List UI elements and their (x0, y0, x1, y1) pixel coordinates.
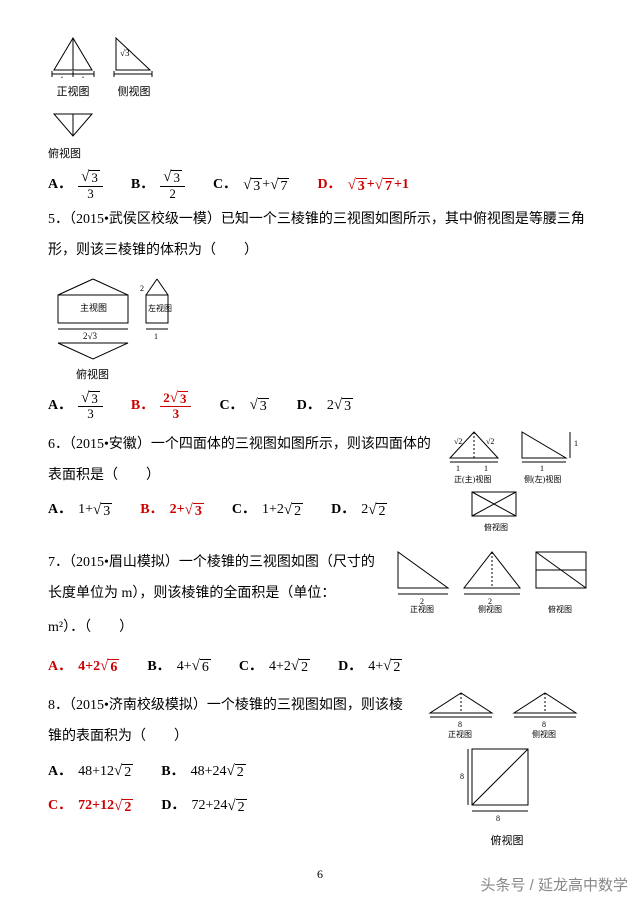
svg-text:8: 8 (496, 814, 500, 823)
q6-answer: B．2+√3 (140, 495, 204, 526)
q4-figure: 11 正视图 √3 侧视图 (48, 34, 592, 104)
q7-figure: 2 正视图 2 侧视图 俯视图 (392, 544, 592, 614)
svg-text:2: 2 (140, 284, 144, 293)
svg-text:正视图: 正视图 (410, 604, 434, 614)
svg-text:8: 8 (542, 720, 546, 729)
q7-stem1: 7．（2015•眉山模拟）一个棱锥的三视图如图（尺寸的长度单位为 m），则该棱锥… (48, 548, 382, 610)
q5-figure: 主视图 2√3 左视图 2 1 俯视图 (48, 271, 592, 387)
svg-text:侧视图: 侧视图 (478, 604, 502, 614)
q7-stem2: m²）．（ ） (48, 613, 382, 644)
svg-text:8: 8 (460, 772, 464, 781)
svg-text:2√3: 2√3 (83, 331, 97, 341)
q8-stem: 8．（2015•济南校级模拟）一个棱锥的三视图如图，则该棱锥的表面积为（ ） (48, 691, 412, 753)
svg-text:俯视图: 俯视图 (484, 522, 508, 532)
svg-text:√3: √3 (120, 48, 130, 58)
q4-options: A． √33 B． √32 C． √3+√7 D． √3+√7+1 (48, 170, 592, 201)
q5-answer: B． 2√33 (131, 391, 192, 422)
front-view-svg: 11 (48, 34, 98, 78)
q8-options-2: C．72+12√2 D．72+24√2 (48, 791, 412, 822)
q6-figure: √2 √2 1 1 正(主)视图 1 1 侧(左)视图 俯视图 (442, 426, 592, 536)
svg-text:8: 8 (458, 720, 462, 729)
svg-text:√2: √2 (486, 437, 494, 446)
q6-options: A．1+√3 B．2+√3 C．1+2√2 D．2√2 (48, 495, 432, 526)
q8-figure: 8 正视图 8 侧视图 8 8 俯视图 (422, 687, 592, 853)
side-label: 侧视图 (118, 80, 151, 104)
svg-text:俯视图: 俯视图 (548, 604, 572, 614)
q8-answer: C．72+12√2 (48, 791, 133, 822)
q7-options: A．4+2√6 B．4+√6 C．4+2√2 D．4+√2 (48, 652, 592, 683)
q4-answer: D． √3+√7+1 (317, 170, 409, 201)
top-label: 俯视图 (48, 142, 81, 166)
q5-stem: 5．（2015•武侯区校级一模）已知一个三棱锥的三视图如图所示，其中俯视图是等腰… (48, 205, 592, 267)
svg-text:1: 1 (456, 464, 460, 473)
q7-answer: A．4+2√6 (48, 652, 119, 683)
front-label: 正视图 (57, 80, 90, 104)
q8-options-1: A．48+12√2 B．48+24√2 (48, 757, 412, 788)
svg-text:1: 1 (540, 464, 544, 473)
svg-text:√2: √2 (454, 437, 462, 446)
svg-text:侧视图: 侧视图 (532, 729, 556, 739)
svg-text:1: 1 (60, 75, 64, 78)
svg-text:侧(左)视图: 侧(左)视图 (524, 474, 561, 484)
svg-text:左视图: 左视图 (148, 303, 172, 313)
svg-text:1: 1 (574, 439, 578, 448)
q6-stem: 6．（2015•安徽）一个四面体的三视图如图所示，则该四面体的表面积是（ ） (48, 430, 432, 492)
svg-text:1: 1 (154, 332, 158, 341)
top-view-svg (48, 110, 98, 140)
svg-text:1: 1 (484, 464, 488, 473)
svg-text:正视图: 正视图 (448, 729, 472, 739)
q5-options: A． √33 B． 2√33 C．√3 D．2√3 (48, 391, 592, 422)
side-view-svg: √3 (110, 34, 158, 78)
svg-text:正(主)视图: 正(主)视图 (454, 474, 491, 484)
svg-text:1: 1 (81, 75, 85, 78)
watermark: 头条号 / 延龙高中数学 (480, 869, 628, 902)
svg-text:主视图: 主视图 (80, 302, 107, 313)
